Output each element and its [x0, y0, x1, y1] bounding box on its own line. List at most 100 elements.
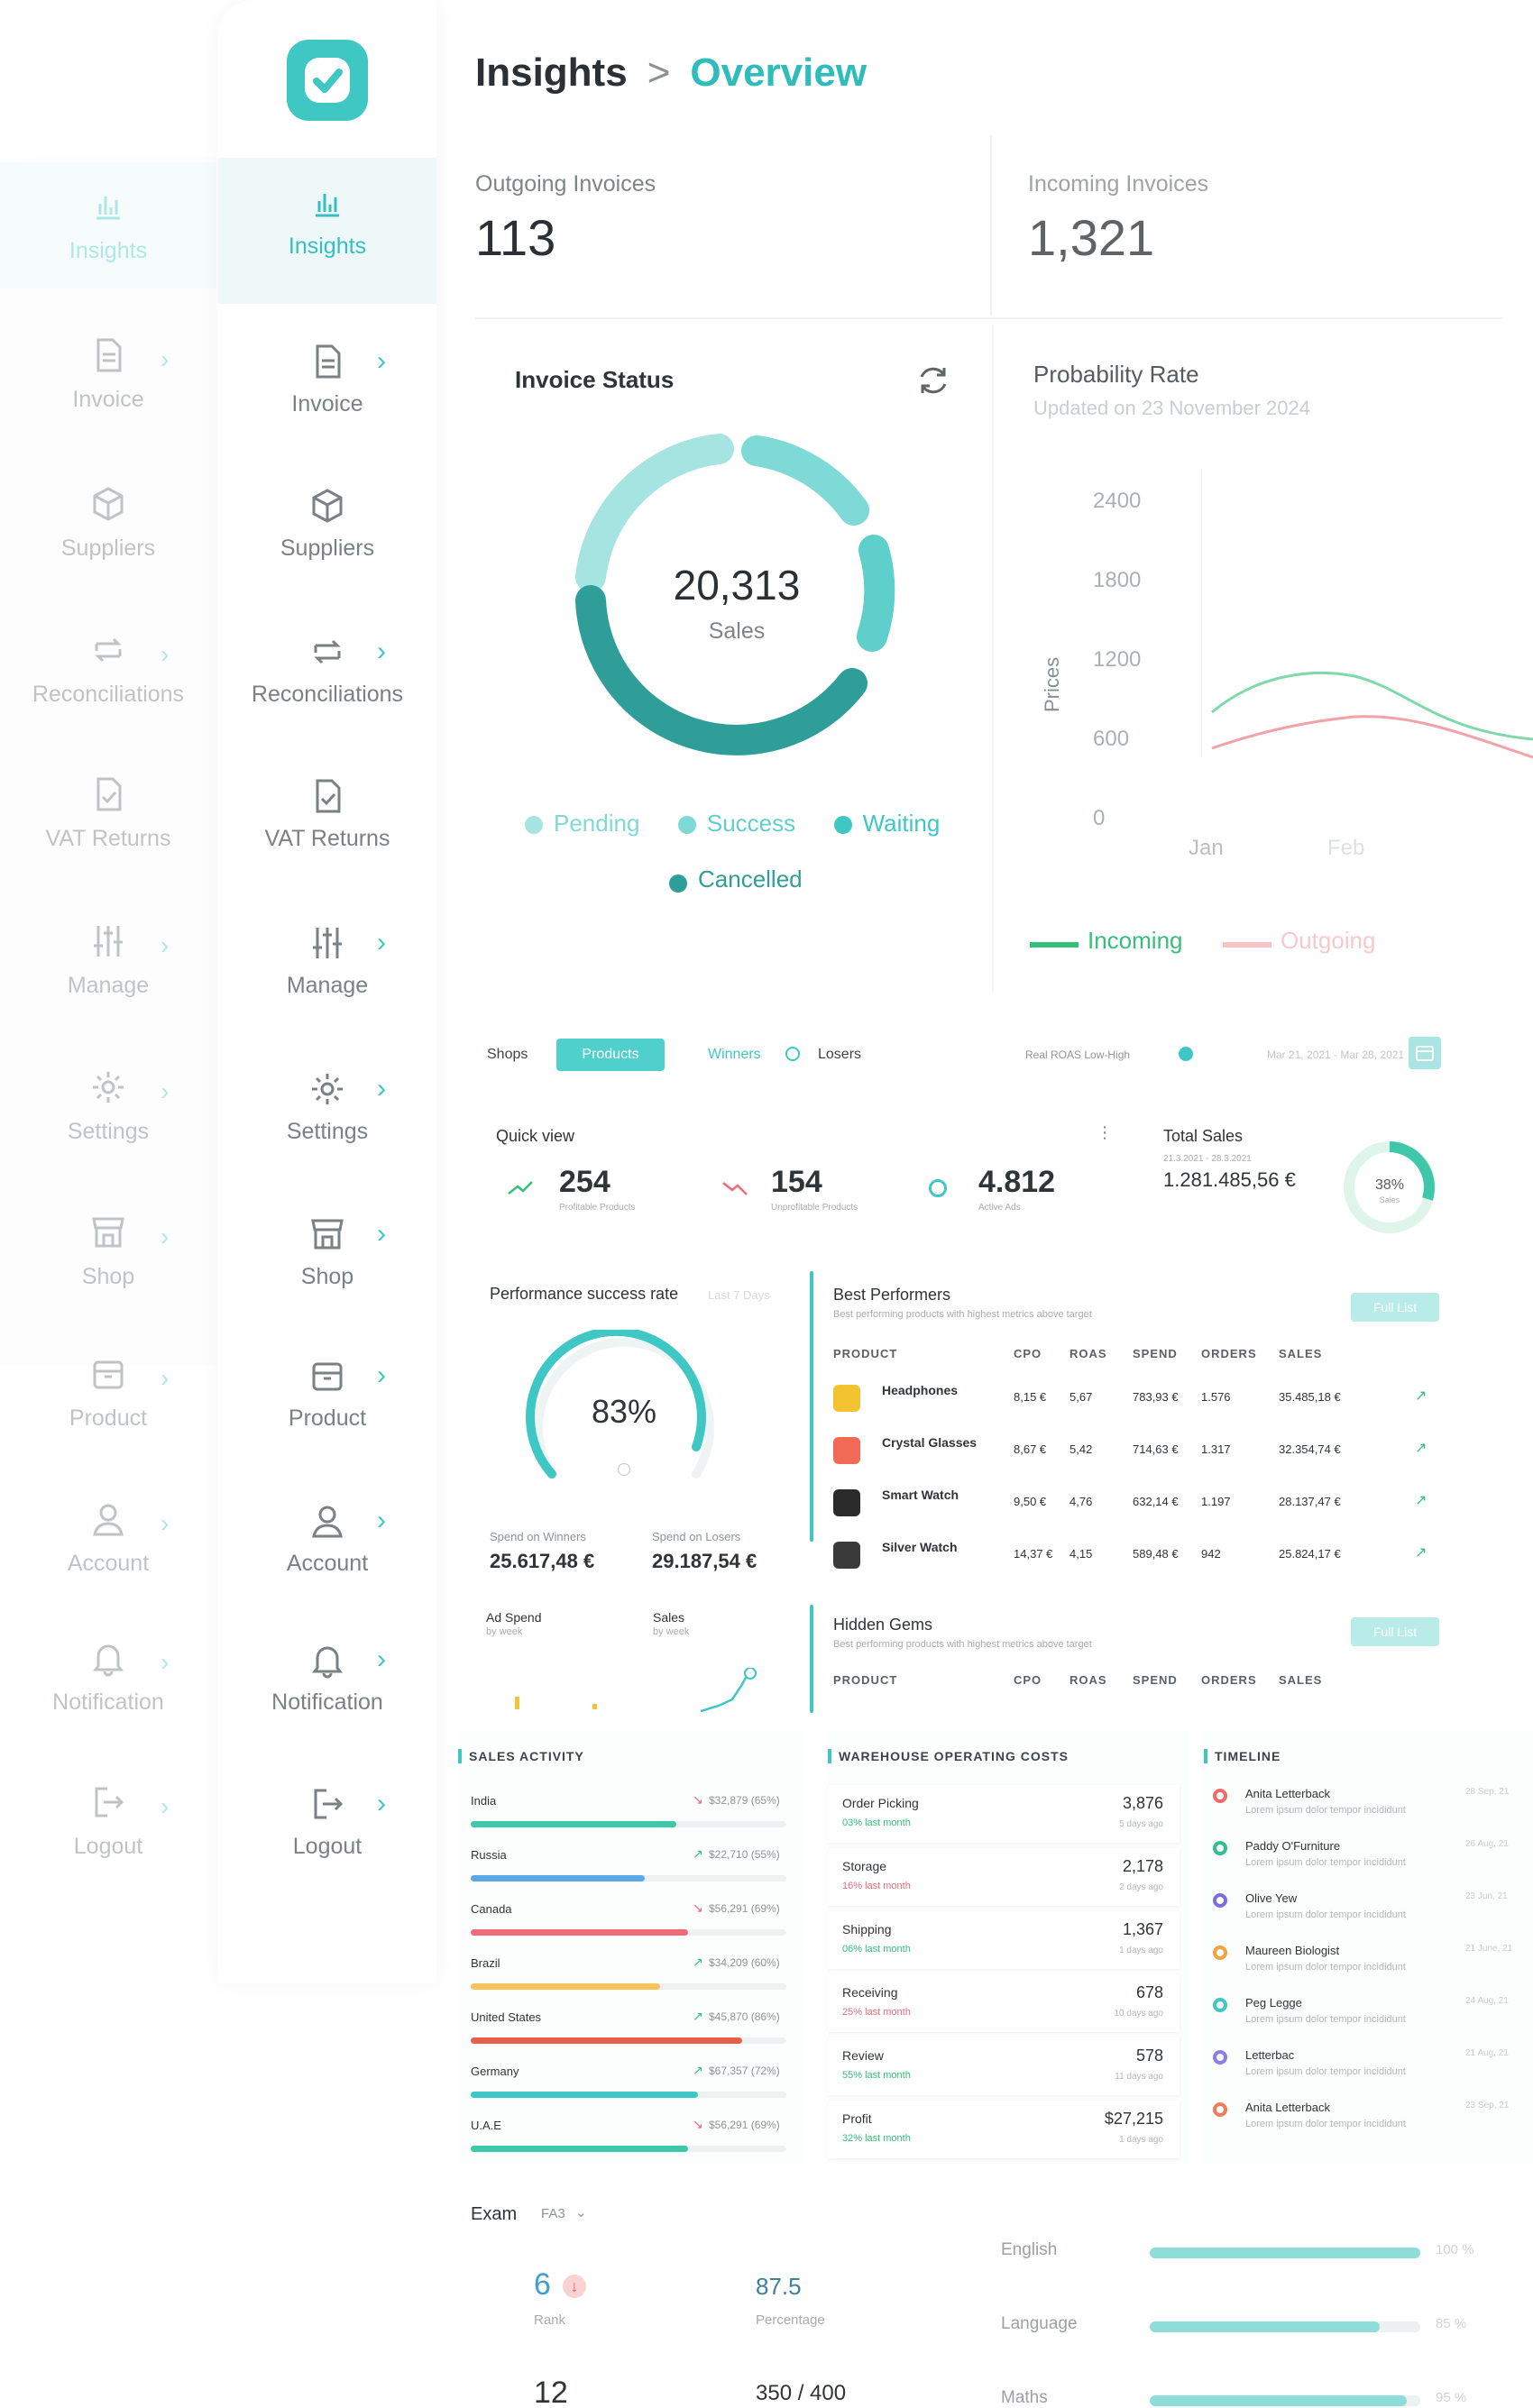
country-label: Germany [471, 2065, 519, 2078]
timeline-name[interactable]: Anita Letterback [1245, 2101, 1330, 2114]
series-incoming [1211, 671, 1533, 741]
ghost-item-account: Account › [0, 1475, 216, 1601]
column-header[interactable]: SPEND [1133, 1347, 1178, 1360]
column-header[interactable]: PRODUCT [833, 1347, 898, 1360]
timeline-name[interactable]: Paddy O'Furniture [1245, 1839, 1341, 1853]
country-label: United States [471, 2010, 542, 2024]
exam-card: Exam FA3 ⌄ 6 ↓ Rank 87.5 Percentage 12 3… [458, 2186, 990, 2408]
timeline-date: 21 June, 21 [1465, 1944, 1513, 1954]
column-header[interactable]: ROAS [1069, 1347, 1107, 1360]
warehouse-row[interactable] [828, 1848, 1180, 1906]
table-header: PRODUCT CPO ROAS SPEND ORDERS SALES [833, 1673, 1446, 1695]
column-header[interactable]: ORDERS [1201, 1673, 1257, 1687]
chevron-down-icon[interactable] [1179, 1047, 1193, 1061]
more-menu-icon[interactable]: ⋮ [1097, 1123, 1113, 1141]
tab-winners[interactable]: Winners [708, 1047, 761, 1062]
ghost-item-label: Notification [52, 1689, 164, 1715]
timeline-name[interactable]: Maureen Biologist [1245, 1944, 1340, 1957]
table-row[interactable]: Headphones 8,15 € 5,67 783,93 € 1.576 35.485,… [833, 1372, 1446, 1423]
warehouse-row[interactable] [828, 2037, 1180, 2095]
quick-value: 154 [771, 1165, 822, 1199]
column-header[interactable]: CPO [1014, 1347, 1042, 1360]
ghost-sidebar: Insights Invoice › Suppliers Reconciliations… [0, 158, 216, 1859]
sidebar-item-label: Settings [286, 1119, 369, 1144]
sidebar-item-notification[interactable]: Notification › [218, 1614, 436, 1749]
timeline-name[interactable]: Olive Yew [1245, 1891, 1298, 1905]
table-row[interactable]: Crystal Glasses 8,67 € 5,42 714,63 € 1.317 32… [833, 1424, 1446, 1475]
column-header[interactable]: ORDERS [1201, 1347, 1257, 1360]
ghost-item-shop: Shop › [0, 1188, 216, 1314]
chevron-right-icon: › [377, 1506, 386, 1535]
tab-shops[interactable]: Shops [487, 1047, 528, 1062]
country-label: Canada [471, 1902, 512, 1916]
kpi-label: Outgoing Invoices [475, 171, 656, 197]
logo[interactable] [287, 40, 368, 121]
kpi-label: Incoming Invoices [1028, 171, 1209, 197]
row-value: 578 [1135, 2046, 1163, 2065]
sidebar-item-manage[interactable]: Manage › [218, 897, 436, 1032]
tab-products[interactable]: Products [556, 1039, 665, 1071]
sidebar-item-account[interactable]: Account › [218, 1475, 436, 1610]
sidebar-item-vat-returns[interactable]: VAT Returns [218, 750, 436, 885]
chevron-right-icon: › [377, 1360, 386, 1390]
date-range[interactable]: Mar 21, 2021 - Mar 28, 2021 [1267, 1048, 1405, 1061]
column-header[interactable]: ROAS [1069, 1673, 1107, 1687]
sidebar-item-insights[interactable]: Insights [218, 158, 436, 304]
full-list-button[interactable]: Full List [1351, 1293, 1439, 1322]
info-icon[interactable] [618, 1463, 630, 1476]
row-name: Shipping [842, 1922, 892, 1936]
calendar-icon[interactable] [1409, 1037, 1441, 1069]
full-list-button[interactable]: Full List [1351, 1617, 1439, 1646]
tab-losers[interactable]: Losers [818, 1047, 862, 1062]
calendar-glyph [1416, 1046, 1434, 1061]
sidebar-item-logout[interactable]: Logout › [218, 1758, 436, 1893]
timeline-text: Lorem ipsum dolor tempor incididunt [1245, 2119, 1406, 2129]
breadcrumb-section[interactable]: Insights [475, 50, 628, 95]
quick-label: Active Ads [978, 1203, 1021, 1213]
timeline-name[interactable]: Letterbac [1245, 2048, 1295, 2062]
table-row[interactable]: Silver Watch 14,37 € 4,15 589,48 € 942 25.824… [833, 1529, 1446, 1579]
warehouse-row[interactable] [828, 1785, 1180, 1843]
chevron-right-icon: › [161, 1792, 170, 1820]
column-header[interactable]: SPEND [1133, 1673, 1178, 1687]
country-label: U.A.E [471, 2119, 501, 2132]
timeline-name[interactable]: Anita Letterback [1245, 1787, 1330, 1800]
cell-roas: 4,76 [1069, 1495, 1093, 1508]
sidebar-item-product[interactable]: Product › [218, 1330, 436, 1465]
product-thumbnail [833, 1437, 860, 1464]
sidebar-item-invoice[interactable]: Invoice › [218, 316, 436, 451]
row-change: 32% last month [842, 2133, 911, 2144]
column-header[interactable]: PRODUCT [833, 1673, 898, 1687]
column-header[interactable]: CPO [1014, 1673, 1042, 1687]
warehouse-row[interactable] [828, 1911, 1180, 1969]
trend-down-icon: ↘ [693, 2117, 703, 2131]
toggle-radio[interactable] [785, 1047, 800, 1061]
warehouse-row[interactable] [828, 1974, 1180, 2032]
column-header[interactable]: SALES [1279, 1347, 1323, 1360]
legend-swatch [1222, 941, 1271, 948]
timeline-date: 28 Sep, 21 [1465, 1787, 1510, 1797]
legend-label: Incoming [1088, 927, 1183, 954]
sidebar-item-reconciliations[interactable]: Reconciliations › [218, 606, 436, 741]
row-change: 25% last month [842, 2007, 911, 2018]
table-row[interactable]: Smart Watch 9,50 € 4,76 632,14 € 1.197 28.137… [833, 1477, 1446, 1527]
sidebar-item-suppliers[interactable]: Suppliers [218, 460, 436, 595]
timeline-name[interactable]: Peg Legge [1245, 1996, 1302, 2010]
divider [475, 317, 1503, 319]
warehouse-row[interactable] [828, 2101, 1180, 2158]
sort-label[interactable]: Real ROAS Low-High [1025, 1048, 1131, 1061]
sidebar-item-shop[interactable]: Shop › [218, 1188, 436, 1323]
subject-percent: 100 % [1436, 2242, 1474, 2257]
check-badge-icon [87, 216, 132, 261]
chevron-down-icon[interactable]: ⌄ [575, 2205, 587, 2220]
chevron-right-icon: › [377, 928, 386, 957]
mini-bar [515, 1697, 519, 1709]
cell-cpo: 9,50 € [1014, 1495, 1047, 1508]
refresh-icon[interactable] [913, 361, 953, 400]
column-header[interactable]: SALES [1279, 1673, 1323, 1687]
quick-value: 4.812 [978, 1165, 1056, 1199]
sidebar-item-settings[interactable]: Settings › [218, 1043, 436, 1178]
chevron-right-icon: › [161, 1222, 170, 1250]
filter-select[interactable]: FA3 [541, 2206, 565, 2221]
trend-up-icon [508, 1181, 533, 1195]
